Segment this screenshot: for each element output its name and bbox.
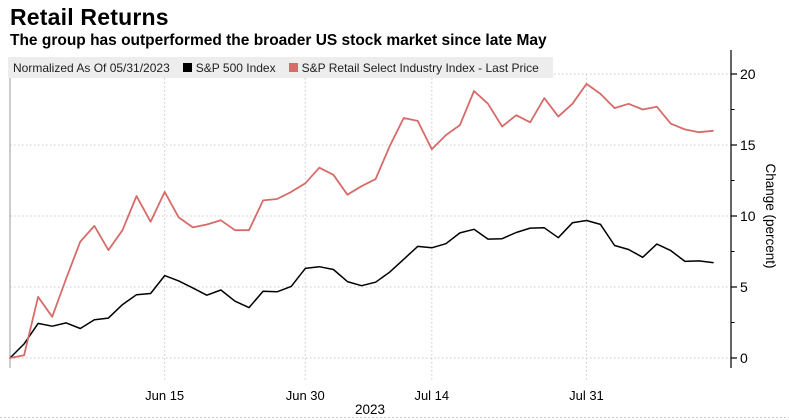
x-axis-year-label: 2023	[355, 402, 385, 417]
legend-label-retail: S&P Retail Select Industry Index - Last …	[301, 60, 539, 75]
legend-note: Normalized As Of 05/31/2023	[13, 60, 170, 75]
retail-swatch-icon	[288, 63, 298, 72]
page-title: Retail Returns	[10, 4, 169, 30]
sp500-swatch-icon	[182, 63, 192, 72]
x-tick-label: Jul 31	[569, 388, 604, 403]
y-tick-label: 15	[740, 137, 756, 153]
x-tick-label: Jun 30	[286, 388, 325, 403]
chart-subtitle: The group has outperformed the broader U…	[10, 32, 547, 49]
series-layer	[9, 83, 714, 359]
y-tick-label: 10	[740, 208, 756, 224]
legend-label-sp500: S&P 500 Index	[195, 60, 276, 75]
y-axis-title: Change (percent)	[763, 163, 778, 268]
y-tick-label: 5	[740, 279, 748, 295]
series-line-retail	[9, 83, 714, 359]
grid-layer	[0, 73, 789, 418]
x-tick-label: Jun 15	[145, 388, 184, 403]
x-tick-label: Jul 14	[414, 388, 449, 403]
y-tick-label: 20	[740, 66, 756, 82]
series-line-sp500	[9, 219, 714, 359]
legend-bar: Normalized As Of 05/31/2023 S&P 500 Inde…	[8, 57, 553, 78]
legend-item-retail: S&P Retail Select Industry Index - Last …	[288, 60, 539, 75]
y-tick-label: 0	[740, 350, 748, 366]
legend-item-sp500: S&P 500 Index	[182, 60, 276, 75]
axis-layer: 0 5 10 15 20 Jun 15 Jun 30 Jul 14 Jul 31	[145, 50, 756, 403]
